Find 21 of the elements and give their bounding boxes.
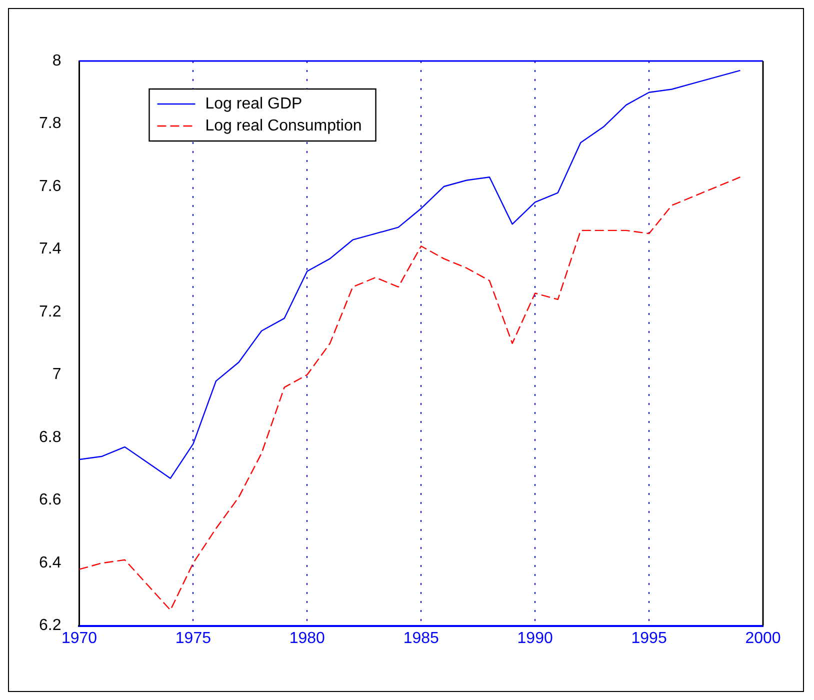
x-tick-label: 1985	[403, 630, 440, 647]
legend-label: Log real GDP	[205, 95, 302, 112]
x-tick-label: 1975	[175, 630, 212, 647]
y-tick-label: 7	[52, 366, 62, 384]
y-tick-label: 6.4	[38, 554, 62, 572]
x-tick-label: 1970	[61, 630, 98, 647]
y-tick-label: 7.4	[38, 240, 62, 258]
legend-label: Log real Consumption	[205, 117, 362, 134]
x-tick-label: 2000	[745, 630, 781, 647]
figure-frame: 1970 1975 1980 1985 1990 1995 2000 6.2 6.4 6.6 6.8 7 7.2 7.4 7.6 7.8 8 Log real GDP Log real Consumption	[8, 8, 804, 692]
x-tick-label: 1980	[289, 630, 326, 647]
y-tick-label: 6.6	[38, 492, 62, 509]
x-tick-label: 1990	[517, 630, 553, 647]
y-tick-label: 8	[52, 52, 62, 70]
y-tick-label: 7.6	[38, 178, 62, 195]
y-tick-label: 7.8	[38, 115, 62, 132]
line-series	[79, 176, 741, 611]
y-tick-label: 6.8	[38, 428, 62, 446]
y-tick-label: 7.2	[38, 303, 62, 320]
x-tick-label: 1995	[631, 630, 667, 647]
y-tick-label: 6.2	[38, 617, 62, 634]
